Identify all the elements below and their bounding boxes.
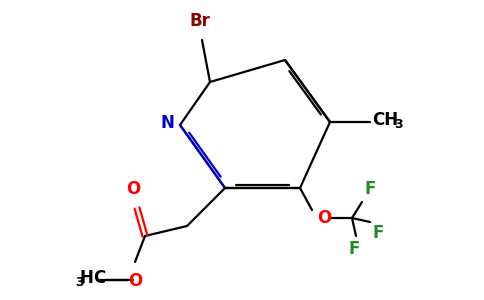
Text: O: O xyxy=(128,272,142,290)
Text: O: O xyxy=(126,180,140,198)
Text: F: F xyxy=(364,180,376,198)
Text: O: O xyxy=(317,209,331,227)
Text: 3: 3 xyxy=(76,275,84,289)
Text: C: C xyxy=(93,269,105,287)
Text: CH: CH xyxy=(372,111,398,129)
Text: H: H xyxy=(79,269,93,287)
Text: 3: 3 xyxy=(394,118,403,131)
Text: Br: Br xyxy=(190,12,211,30)
Text: F: F xyxy=(348,240,360,258)
Text: N: N xyxy=(160,114,174,132)
Text: F: F xyxy=(372,224,383,242)
